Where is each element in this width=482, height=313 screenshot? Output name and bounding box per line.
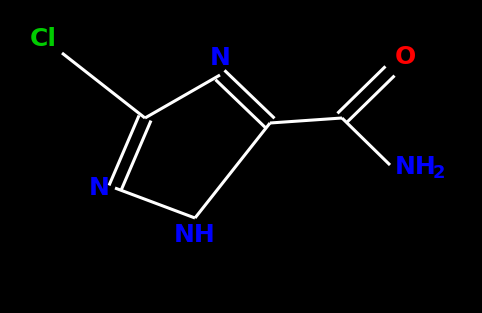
Text: NH: NH [174,223,216,247]
Text: N: N [89,176,110,200]
Text: Cl: Cl [30,27,57,51]
Text: 2: 2 [433,164,445,182]
Text: N: N [210,46,230,70]
Text: NH: NH [395,155,437,179]
Text: O: O [395,45,416,69]
